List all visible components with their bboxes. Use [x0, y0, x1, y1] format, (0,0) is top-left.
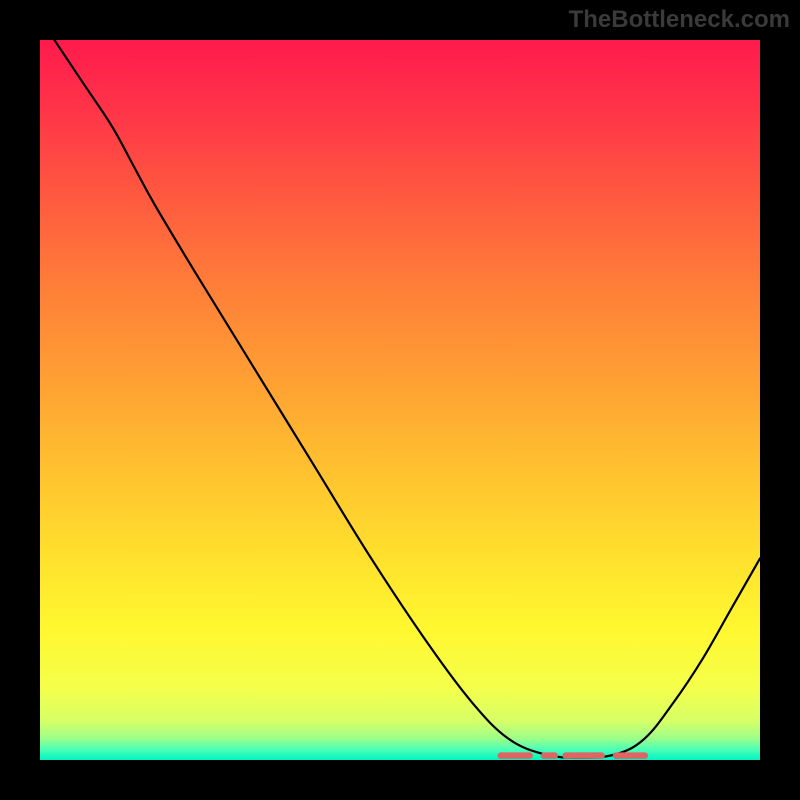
watermark-text: TheBottleneck.com: [569, 6, 790, 34]
plot-gradient-area: [40, 40, 760, 760]
chart-svg: [0, 0, 800, 800]
chart-container: TheBottleneck.com: [0, 0, 800, 800]
